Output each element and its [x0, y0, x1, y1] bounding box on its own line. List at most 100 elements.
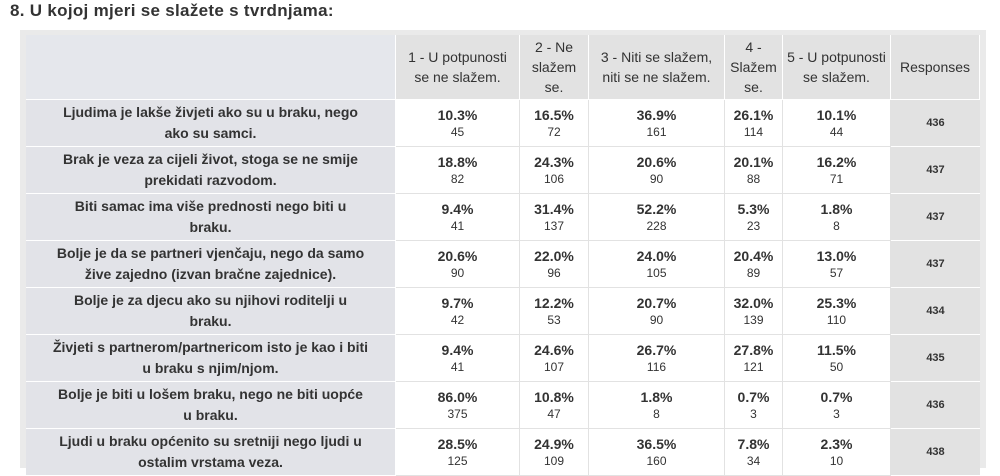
count: 47 [547, 407, 561, 421]
question-title: 8. U kojoj mjeri se slažete s tvrdnjama: [10, 1, 334, 20]
count: 90 [649, 313, 664, 327]
answer-cell: 27.8% 121 [725, 335, 783, 382]
responses-count: 436 [891, 100, 980, 147]
percentage: 9.4% [441, 342, 474, 358]
count: 228 [646, 219, 667, 233]
answer-cell: 12.2% 53 [520, 288, 589, 335]
table-row: Bolje je biti u lošem braku, nego ne bit… [26, 382, 980, 429]
percentage: 20.7% [636, 295, 677, 311]
statement-line: braku. [189, 313, 232, 329]
count: 137 [543, 219, 565, 233]
answer-cell: 9.7% 42 [396, 288, 520, 335]
answer-cell: 28.5% 125 [396, 429, 520, 476]
percentage: 5.3% [737, 201, 770, 217]
answer-cell: 22.0% 96 [520, 241, 589, 288]
answer-cell: 7.8% 34 [725, 429, 783, 476]
header-col-5: 5 - U potpunosti se slažem. [783, 35, 891, 100]
answer-cell: 36.9% 161 [589, 100, 725, 147]
count: 89 [746, 266, 761, 280]
answer-cell: 1.8% 8 [589, 382, 725, 429]
statement-line: braku. [189, 219, 232, 235]
count: 8 [833, 219, 840, 233]
answer-cell: 24.0% 105 [589, 241, 725, 288]
percentage: 11.5% [817, 342, 856, 358]
answer-cell: 20.6% 90 [589, 147, 725, 194]
statement-line: Brak je veza za cijeli život, stoga se n… [63, 151, 358, 167]
statement-line: ako su samci. [164, 125, 257, 141]
count: 160 [646, 454, 667, 468]
table-row: Brak je veza za cijeli život, stoga se n… [26, 147, 980, 194]
table-row: Biti samac ima više prednosti nego biti … [26, 194, 980, 241]
answer-cell: 32.0% 139 [725, 288, 783, 335]
count: 90 [649, 172, 664, 186]
percentage: 20.1% [733, 154, 774, 170]
percentage: 13.0% [816, 248, 857, 264]
percentage: 1.8% [820, 201, 853, 217]
header-row: 1 - U potpunosti se ne slažem. 2 - Ne slaž… [26, 35, 980, 100]
count: 96 [547, 266, 561, 280]
table-row: Bolje je za djecu ako su njihovi roditel… [26, 288, 980, 335]
percentage: 2.3% [820, 436, 853, 452]
statement-cell: Bolje je za djecu ako su njihovi roditel… [26, 288, 396, 335]
answer-cell: 31.4% 137 [520, 194, 589, 241]
responses-count: 438 [891, 429, 980, 476]
header-col-1: 1 - U potpunosti se ne slažem. [396, 35, 520, 100]
percentage: 24.6% [534, 342, 574, 358]
percentage: 1.8% [640, 389, 673, 405]
answer-cell: 11.5% 50 [783, 335, 891, 382]
percentage: 20.6% [437, 248, 478, 264]
count: 116 [646, 360, 667, 374]
percentage: 32.0% [733, 295, 774, 311]
count: 105 [646, 266, 667, 280]
statement-cell: Živjeti s partnerom/partnericom isto je … [26, 335, 396, 382]
count: 23 [746, 219, 761, 233]
statement-line: u braku. [183, 407, 238, 423]
responses-count: 437 [891, 147, 980, 194]
statement-cell: Biti samac ima više prednosti nego biti … [26, 194, 396, 241]
table-row: Ljudima je lakše živjeti ako su u braku,… [26, 100, 980, 147]
statement-line: Bolje je za djecu ako su njihovi roditel… [73, 292, 348, 308]
percentage: 10.3% [437, 107, 478, 123]
answer-cell: 24.6% 107 [520, 335, 589, 382]
answer-cell: 36.5% 160 [589, 429, 725, 476]
count: 109 [543, 454, 565, 468]
percentage: 28.5% [437, 436, 478, 452]
header-col-3: 3 - Niti se slažem, niti se ne slažem. [589, 35, 725, 100]
percentage: 18.8% [437, 154, 478, 170]
percentage: 22.0% [534, 248, 574, 264]
percentage: 20.6% [636, 154, 677, 170]
percentage: 24.3% [534, 154, 574, 170]
count: 114 [743, 125, 764, 139]
answer-cell: 16.5% 72 [520, 100, 589, 147]
responses-count: 435 [891, 335, 980, 382]
answer-cell: 2.3% 10 [783, 429, 891, 476]
answer-cell: 20.4% 89 [725, 241, 783, 288]
count: 106 [543, 172, 565, 186]
table-row: Živjeti s partnerom/partnericom isto je … [26, 335, 980, 382]
percentage: 24.0% [636, 248, 677, 264]
percentage: 0.7% [820, 389, 853, 405]
count: 82 [450, 172, 465, 186]
count: 10 [829, 454, 844, 468]
count: 57 [829, 266, 844, 280]
count: 41 [450, 219, 465, 233]
statement-line: u braku s njim/njom. [142, 360, 279, 376]
header-responses: Responses [891, 35, 980, 100]
answer-cell: 10.1% 44 [783, 100, 891, 147]
statement-line: Bolje je biti u lošem braku, nego ne bit… [58, 386, 363, 402]
percentage: 9.4% [441, 201, 474, 217]
answer-cell: 20.7% 90 [589, 288, 725, 335]
count: 8 [653, 407, 660, 421]
count: 50 [829, 360, 844, 374]
count: 139 [743, 313, 764, 327]
statement-cell: Ljudi u braku općenito su sretniji nego … [26, 429, 396, 476]
responses-count: 434 [891, 288, 980, 335]
percentage: 36.9% [636, 107, 677, 123]
count: 41 [450, 360, 465, 374]
answer-cell: 24.9% 109 [520, 429, 589, 476]
responses-count: 437 [891, 194, 980, 241]
percentage: 31.4% [534, 201, 574, 217]
answer-cell: 9.4% 41 [396, 335, 520, 382]
answer-cell: 26.7% 116 [589, 335, 725, 382]
answer-cell: 0.7% 3 [783, 382, 891, 429]
